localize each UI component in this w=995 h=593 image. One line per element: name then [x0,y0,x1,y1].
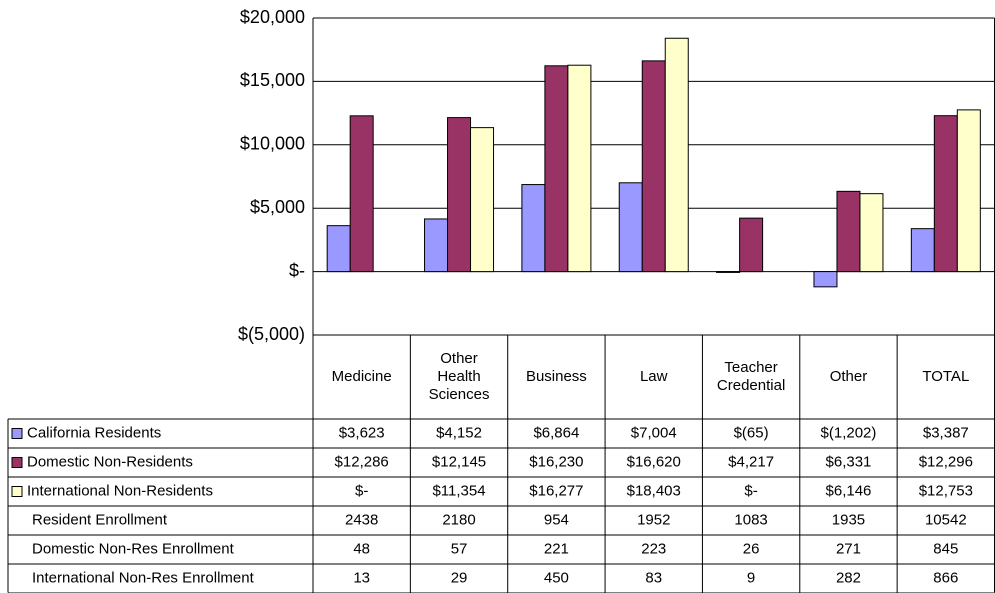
table-cell: $4,152 [436,424,482,441]
x-tick-label: Business [525,368,587,385]
table-cell: $16,230 [529,453,583,470]
y-tick-label: $20,000 [240,7,305,27]
legend-label: Domestic Non-Residents [27,453,193,470]
bar [349,115,374,273]
x-tick-label: Teacher Credential [716,359,786,394]
table-cell: 29 [451,569,468,586]
bar [956,109,981,273]
table-cell: 1083 [734,511,767,528]
legend-swatch [11,457,23,468]
table-cell: 26 [743,540,760,557]
bar [618,182,643,273]
table-cell: 954 [544,511,569,528]
y-tick-label: $10,000 [240,134,305,154]
table-cell: 271 [836,540,861,557]
legend-swatch [11,428,23,439]
legend-swatch [11,486,23,497]
row-label: International Non-Res Enrollment [32,569,255,586]
x-tick-label: Law [639,368,668,385]
bar [447,117,472,273]
row-label: Domestic Non-Res Enrollment [32,540,235,557]
table-cell: $4,217 [728,453,774,470]
table-cell: $11,354 [432,482,485,499]
bar [470,127,495,273]
bar [664,37,689,273]
table-cell: 1935 [832,511,865,528]
table-cell: 48 [353,540,370,557]
table-cell: $(1,202) [821,424,877,441]
bar [910,228,935,273]
table-cell: 9 [747,569,755,586]
table-cell: 83 [645,569,662,586]
bar [813,271,838,288]
table-cell: 223 [641,540,666,557]
bar [641,60,666,273]
table-cell: 282 [836,569,861,586]
bar [544,65,569,273]
bar [933,115,958,273]
y-tick-label: $15,000 [240,70,305,90]
table-cell: $- [355,482,368,499]
table-cell: $12,286 [335,453,389,470]
y-tick-label: $5,000 [250,197,305,217]
bar [521,184,546,273]
table-cell: 450 [544,569,569,586]
table-cell: $6,864 [533,424,579,441]
table-cell: $6,146 [826,482,872,499]
table-cell: $16,277 [529,482,583,499]
y-tick-label: $- [289,260,305,280]
bar [836,190,861,273]
table-cell: 1952 [637,511,670,528]
table-cell: $7,004 [631,424,677,441]
table-cell: 2438 [345,511,378,528]
table-cell: $16,620 [627,453,681,470]
bar [567,64,592,273]
table-cell: 57 [451,540,468,557]
legend-label: International Non-Residents [27,482,213,499]
table-cell: 845 [933,540,958,557]
x-tick-label: Other [829,368,868,385]
table-cell: $3,387 [923,424,969,441]
table-cell: $18,403 [627,482,681,499]
x-tick-label: Other Health Sciences [428,350,490,403]
table-cell: $(65) [734,424,769,441]
table-cell: 221 [544,540,569,557]
x-tick-label: Medicine [331,368,392,385]
bar [326,225,351,273]
legend-label: California Residents [27,424,161,441]
table-cell: $12,296 [919,453,973,470]
table-cell: 10542 [925,511,967,528]
bar [716,271,741,273]
table-cell: $12,145 [432,453,486,470]
bar [739,217,764,273]
table-cell: $6,331 [826,453,872,470]
bar [424,218,449,273]
table-cell: $- [744,482,757,499]
table-cell: $3,623 [339,424,385,441]
row-label: Resident Enrollment [32,511,168,528]
x-tick-label: TOTAL [922,368,970,385]
table-cell: 866 [933,569,958,586]
y-tick-label: $(5,000) [238,324,305,344]
table-cell: 2180 [442,511,475,528]
bar [859,193,884,273]
table-cell: $12,753 [919,482,973,499]
table-cell: 13 [353,569,370,586]
